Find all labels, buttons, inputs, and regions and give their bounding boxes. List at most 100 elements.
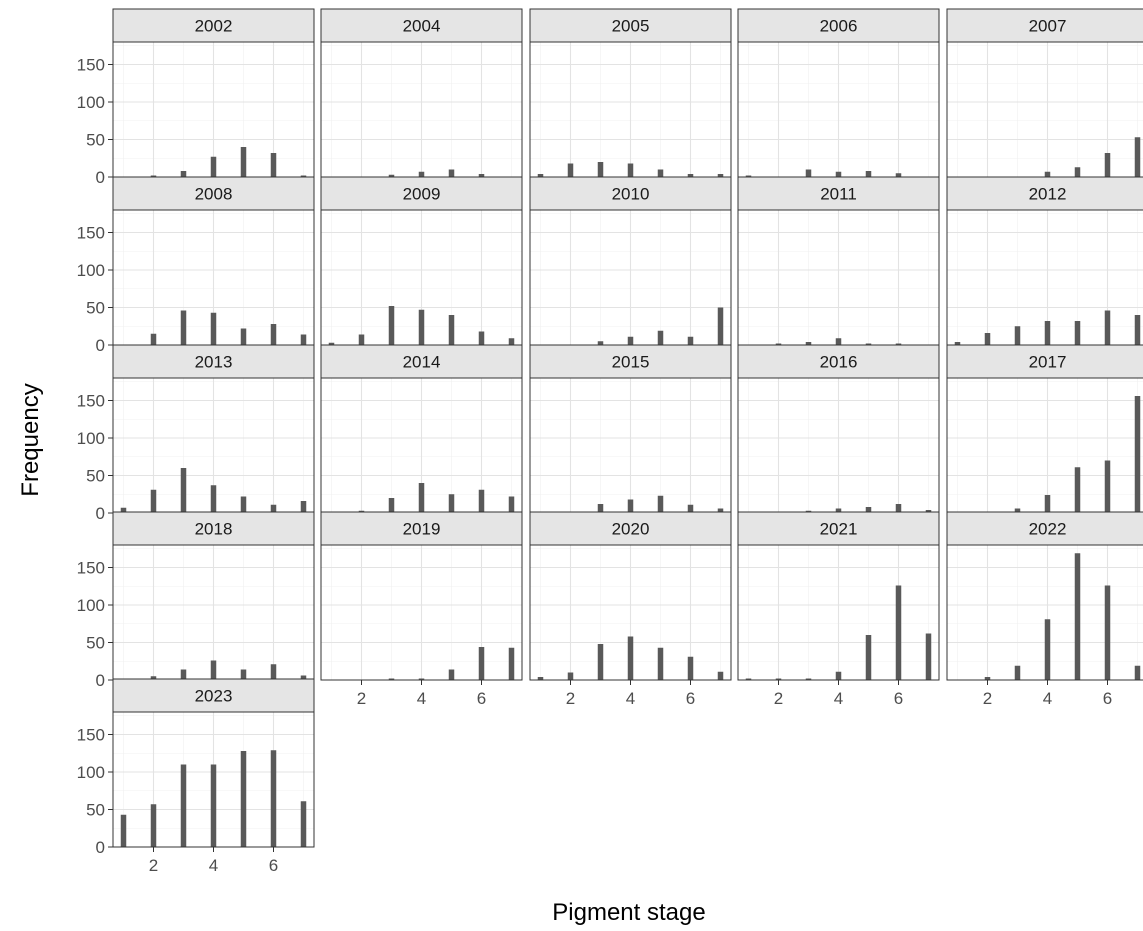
facet-panel: 2018 0 50 100 150 xyxy=(77,511,315,690)
bar xyxy=(1044,321,1051,345)
facet-panel: 2004 xyxy=(320,8,523,178)
x-tick-label: 2 xyxy=(983,689,992,708)
y-tick-label: 0 xyxy=(96,671,105,690)
bar xyxy=(358,334,365,345)
bar xyxy=(150,333,157,345)
y-tick-label: 100 xyxy=(77,261,105,280)
bar xyxy=(1104,153,1111,177)
x-tick-label: 4 xyxy=(209,856,218,875)
facet-strip xyxy=(320,176,523,211)
x-tick-label: 6 xyxy=(269,856,278,875)
y-tick-label: 150 xyxy=(77,559,105,578)
facet-strip-label: 2005 xyxy=(612,17,650,36)
y-tick-label: 50 xyxy=(86,467,105,486)
bar xyxy=(180,764,187,847)
x-tick-label: 2 xyxy=(357,689,366,708)
gridlines xyxy=(530,210,731,346)
plot-background xyxy=(947,42,1143,177)
plot-background xyxy=(947,378,1143,513)
y-tick-label: 150 xyxy=(77,392,105,411)
bar xyxy=(805,342,812,345)
bar xyxy=(805,678,812,680)
bar xyxy=(895,173,902,177)
bar xyxy=(240,751,247,847)
bar xyxy=(537,677,544,680)
bar xyxy=(597,162,604,177)
x-tick-label: 6 xyxy=(477,689,486,708)
facet-strip-label: 2007 xyxy=(1029,17,1067,36)
bar xyxy=(1104,585,1111,680)
bar xyxy=(687,174,694,177)
facet-strip-label: 2004 xyxy=(403,17,441,36)
bar xyxy=(478,647,485,680)
bar xyxy=(687,504,694,513)
facet-strip-label: 2022 xyxy=(1029,520,1067,539)
x-tick-label: 2 xyxy=(566,689,575,708)
facet-panel: 2014 xyxy=(320,344,523,514)
facet-strip xyxy=(529,176,732,211)
x-tick-label: 6 xyxy=(894,689,903,708)
bar xyxy=(150,489,157,513)
facet-strip-label: 2017 xyxy=(1029,353,1067,372)
facet-strip xyxy=(112,176,315,211)
facet-strip-label: 2018 xyxy=(195,520,233,539)
bar xyxy=(775,343,782,345)
bar xyxy=(1014,508,1021,513)
gridlines xyxy=(113,42,314,178)
bar xyxy=(270,750,277,847)
x-tick-label: 2 xyxy=(149,856,158,875)
bar xyxy=(1134,137,1141,177)
bar xyxy=(657,330,664,345)
x-tick-label: 6 xyxy=(686,689,695,708)
bar xyxy=(388,174,395,177)
facet-strip xyxy=(320,8,523,43)
x-tick-label: 4 xyxy=(626,689,635,708)
x-tick-label: 6 xyxy=(1103,689,1112,708)
facet-panel: 2012 xyxy=(946,176,1143,346)
y-tick-label: 50 xyxy=(86,299,105,318)
bar xyxy=(120,814,127,847)
y-tick-label: 150 xyxy=(77,56,105,75)
facet-panel: 2005 xyxy=(529,8,732,178)
facet-strip xyxy=(946,344,1143,379)
facet-panel: 2020 2 4 6 xyxy=(529,511,732,708)
bar xyxy=(717,671,724,680)
bar xyxy=(448,169,455,177)
bar xyxy=(1044,171,1051,177)
bar xyxy=(835,508,842,513)
facet-strip-label: 2020 xyxy=(612,520,650,539)
facet-strip xyxy=(112,511,315,546)
facet-strip-label: 2008 xyxy=(195,185,233,204)
facet-panel: 2011 xyxy=(737,176,940,346)
bar xyxy=(1044,619,1051,680)
bar xyxy=(657,169,664,177)
x-axis-title: Pigment stage xyxy=(552,899,705,926)
bar xyxy=(448,315,455,345)
bar xyxy=(835,338,842,345)
facet-strip-label: 2015 xyxy=(612,353,650,372)
bar xyxy=(895,343,902,345)
bar xyxy=(210,312,217,345)
bar xyxy=(240,496,247,513)
y-tick-label: 50 xyxy=(86,131,105,150)
y-tick-label: 150 xyxy=(77,726,105,745)
bar xyxy=(597,644,604,680)
bar xyxy=(954,342,961,345)
facet-strip-label: 2013 xyxy=(195,353,233,372)
facet-strip-label: 2010 xyxy=(612,185,650,204)
bar xyxy=(240,147,247,177)
facet-strip-label: 2009 xyxy=(403,185,441,204)
bar xyxy=(270,153,277,177)
facet-panel: 2009 xyxy=(320,176,523,346)
bar xyxy=(210,764,217,847)
bar xyxy=(300,801,307,847)
facet-strip xyxy=(737,344,940,379)
bar xyxy=(240,328,247,345)
facet-strip xyxy=(112,8,315,43)
bar xyxy=(567,163,574,177)
bar xyxy=(1074,553,1081,680)
facet-strip-label: 2011 xyxy=(820,185,857,204)
bar xyxy=(1044,495,1051,513)
bar xyxy=(300,334,307,345)
